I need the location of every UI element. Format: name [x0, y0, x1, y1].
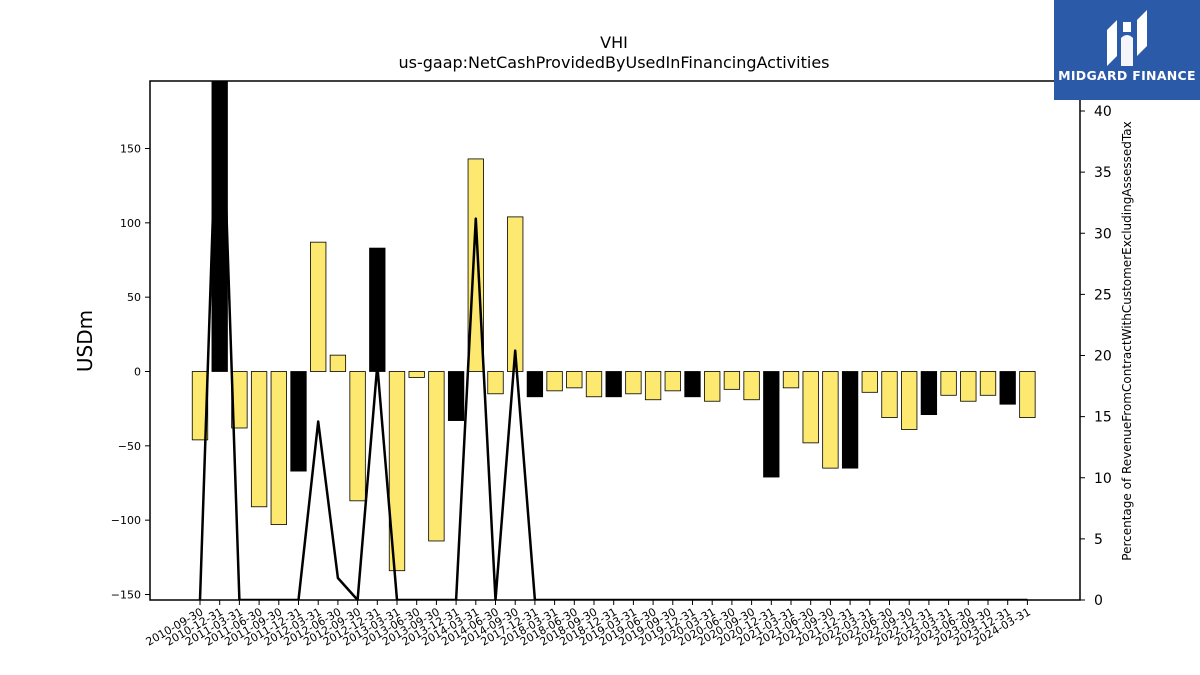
bar [250, 371, 268, 508]
bar [408, 371, 425, 378]
bar [782, 371, 800, 389]
logo-mark-icon [1107, 10, 1147, 66]
y2-tick-label: 30 [1094, 226, 1112, 242]
bars-group [191, 81, 1036, 572]
bar [290, 371, 307, 472]
bar [861, 371, 878, 393]
bar [704, 371, 721, 402]
bar [881, 371, 898, 418]
line-series [198, 81, 1028, 600]
bar [920, 371, 938, 416]
bar [467, 158, 484, 372]
bar [388, 371, 406, 572]
y-axis-label: USDm [73, 310, 97, 372]
y2-tick-label: 0 [1094, 593, 1103, 609]
bar [664, 371, 681, 392]
y-tick-label: −150 [111, 588, 141, 601]
bar [901, 371, 918, 430]
bar [585, 371, 603, 398]
bar [526, 371, 544, 398]
bar [723, 371, 741, 390]
chart-subtitle: us-gaap:NetCashProvidedByUsedInFinancing… [398, 53, 829, 72]
y2-tick-label: 25 [1094, 287, 1112, 303]
bar [960, 371, 977, 402]
right-axis: 0 5 10 15 20 25 30 35 40 [1080, 104, 1112, 609]
bar [270, 371, 287, 526]
bar [329, 354, 347, 372]
bar [763, 371, 780, 478]
y2-tick-label: 15 [1094, 410, 1112, 426]
y2-tick-label: 5 [1094, 532, 1103, 548]
bar [802, 371, 819, 444]
brand-logo: MIDGARD FINANCE [1054, 0, 1200, 100]
bar [211, 81, 228, 372]
bar [566, 371, 583, 389]
bar [625, 371, 642, 395]
y2-tick-label: 40 [1094, 104, 1112, 120]
bar [487, 371, 504, 395]
bar [369, 247, 386, 372]
bar [605, 371, 622, 398]
x-axis: 2010-09-302010-12-312011-03-312011-06-30… [144, 600, 1033, 649]
y-tick-label: 0 [134, 366, 141, 379]
bar [940, 371, 957, 396]
bar [822, 371, 839, 469]
y2-tick-label: 10 [1094, 471, 1112, 487]
bar [684, 371, 701, 398]
y2-tick-label: 35 [1094, 165, 1112, 181]
bar [644, 371, 662, 401]
bar [546, 371, 563, 392]
y-tick-label: 150 [120, 143, 141, 156]
bar [428, 371, 445, 542]
line-group [198, 81, 1028, 600]
left-axis: −150 −100 −50 0 50 100 150 [111, 143, 150, 601]
y-tick-label: 100 [120, 217, 141, 230]
bar [507, 216, 524, 372]
plot-frame [149, 80, 1081, 601]
bar [999, 371, 1016, 405]
y2-axis-label: Percentage of RevenueFromContractWithCus… [1120, 121, 1134, 560]
y2-tick-label: 20 [1094, 349, 1112, 365]
bar [349, 371, 366, 502]
bar [841, 371, 859, 469]
bar [979, 371, 997, 396]
y-tick-label: 50 [127, 291, 141, 304]
chart-title: VHI [600, 33, 628, 52]
logo-text: MIDGARD FINANCE [1058, 68, 1196, 83]
y-tick-label: −50 [118, 440, 141, 453]
bar [447, 371, 465, 421]
bar [310, 241, 327, 372]
y-tick-label: −100 [111, 514, 141, 527]
bar [1019, 371, 1036, 418]
bar [743, 371, 760, 401]
